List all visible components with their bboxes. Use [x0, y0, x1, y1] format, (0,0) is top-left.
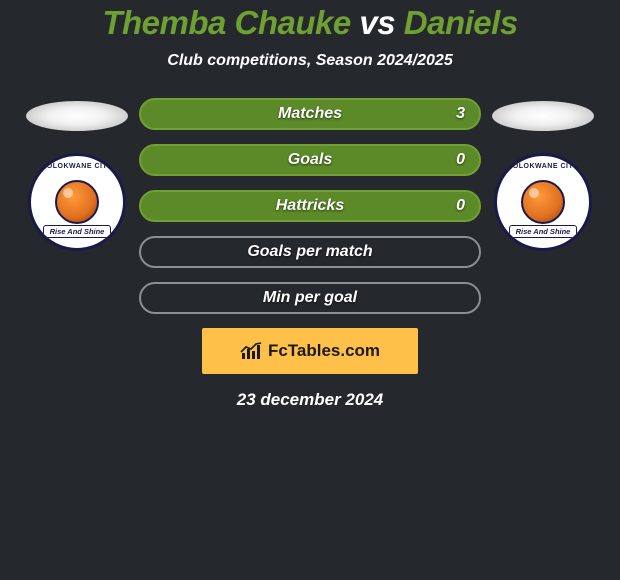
vs-label: vs: [359, 4, 395, 41]
stats-column: Matches 3 Goals 0 Hattricks 0 Goals per match M…: [137, 98, 483, 314]
stat-label: Hattricks: [276, 197, 344, 215]
stat-label: Matches: [278, 105, 342, 123]
player2-avatar-placeholder: [492, 101, 594, 131]
page-title: Themba Chauke vs Daniels: [102, 4, 517, 42]
club-badge-banner: Rise And Shine: [43, 225, 112, 238]
main-row: POLOKWANE CITY Rise And Shine Matches 3 Go…: [0, 98, 620, 314]
stat-value-right: 0: [456, 197, 465, 215]
brand-box[interactable]: FcTables.com: [202, 328, 418, 374]
player2-club-badge: POLOKWANE CITY Rise And Shine: [494, 153, 592, 251]
club-badge-ball-icon: [521, 180, 565, 224]
stat-label: Goals per match: [247, 243, 372, 261]
player2-name: Daniels: [404, 4, 518, 41]
club-badge-banner: Rise And Shine: [509, 225, 578, 238]
stat-label: Min per goal: [263, 289, 357, 307]
stat-bar-hattricks: Hattricks 0: [139, 190, 481, 222]
player2-column: POLOKWANE CITY Rise And Shine: [483, 98, 603, 251]
date-label: 23 december 2024: [237, 390, 384, 410]
player1-column: POLOKWANE CITY Rise And Shine: [17, 98, 137, 251]
stat-bar-min-per-goal: Min per goal: [139, 282, 481, 314]
player1-name: Themba Chauke: [102, 4, 350, 41]
brand-chart-icon: [240, 342, 262, 360]
stat-bar-goals-per-match: Goals per match: [139, 236, 481, 268]
stat-value-right: 0: [456, 151, 465, 169]
club-badge-top-text: POLOKWANE CITY: [508, 163, 579, 170]
stat-bar-matches: Matches 3: [139, 98, 481, 130]
comparison-card: Themba Chauke vs Daniels Club competitio…: [0, 0, 620, 410]
brand-text: FcTables.com: [268, 341, 380, 361]
stat-value-right: 3: [456, 105, 465, 123]
player1-club-badge: POLOKWANE CITY Rise And Shine: [28, 153, 126, 251]
club-badge-ball-icon: [55, 180, 99, 224]
stat-label: Goals: [288, 151, 332, 169]
player1-avatar-placeholder: [26, 101, 128, 131]
club-badge-top-text: POLOKWANE CITY: [42, 163, 113, 170]
subtitle: Club competitions, Season 2024/2025: [167, 52, 452, 70]
stat-bar-goals: Goals 0: [139, 144, 481, 176]
